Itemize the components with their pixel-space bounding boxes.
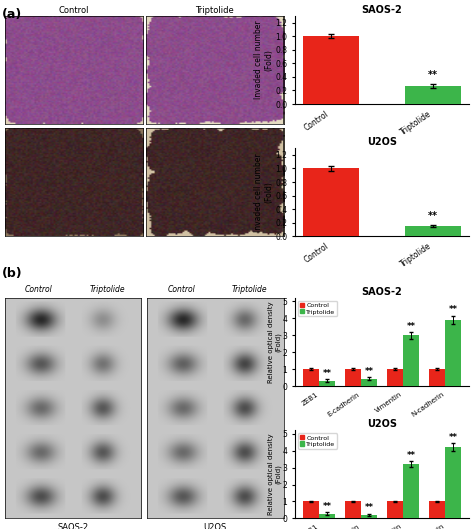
- Text: **: **: [322, 369, 331, 378]
- Text: **: **: [428, 70, 438, 80]
- Bar: [405, 86, 461, 104]
- Title: U2OS: U2OS: [367, 138, 397, 148]
- Bar: [303, 36, 359, 104]
- Text: **: **: [365, 367, 374, 376]
- Bar: [345, 501, 361, 518]
- Y-axis label: Invaded cell number
(Fold): Invaded cell number (Fold): [255, 153, 274, 232]
- Y-axis label: Relative optical density
(Fold): Relative optical density (Fold): [267, 434, 281, 515]
- Bar: [303, 369, 319, 386]
- Bar: [303, 168, 359, 236]
- X-axis label: U2OS: U2OS: [204, 523, 227, 529]
- Bar: [403, 464, 419, 518]
- Text: (b): (b): [2, 267, 23, 280]
- Text: **: **: [407, 322, 416, 331]
- Text: **: **: [407, 451, 416, 460]
- Bar: [445, 320, 461, 386]
- Bar: [429, 369, 445, 386]
- Bar: [445, 447, 461, 518]
- Bar: [345, 369, 361, 386]
- Legend: Control, Triptolide: Control, Triptolide: [298, 301, 337, 316]
- Text: (a): (a): [2, 8, 23, 21]
- Text: Triptolide: Triptolide: [232, 285, 267, 294]
- Bar: [387, 369, 403, 386]
- Y-axis label: Invaded cell number
(Fold): Invaded cell number (Fold): [255, 21, 274, 99]
- Bar: [429, 501, 445, 518]
- Text: Triptolide: Triptolide: [90, 285, 125, 294]
- Text: **: **: [449, 433, 458, 442]
- X-axis label: SAOS-2: SAOS-2: [57, 523, 89, 529]
- Title: SAOS-2: SAOS-2: [362, 5, 402, 15]
- Bar: [319, 514, 335, 518]
- Title: Control: Control: [58, 6, 89, 15]
- Text: Control: Control: [167, 285, 195, 294]
- Bar: [403, 335, 419, 386]
- Title: U2OS: U2OS: [367, 419, 397, 430]
- Text: **: **: [449, 305, 458, 314]
- Legend: Control, Triptolide: Control, Triptolide: [298, 433, 337, 449]
- Title: Triptolide: Triptolide: [195, 6, 234, 15]
- Text: **: **: [428, 212, 438, 221]
- Bar: [405, 226, 461, 236]
- Y-axis label: SAOS-2: SAOS-2: [0, 54, 2, 86]
- Text: **: **: [365, 504, 374, 513]
- Bar: [319, 381, 335, 386]
- Title: SAOS-2: SAOS-2: [362, 287, 402, 297]
- Bar: [361, 515, 377, 518]
- Text: **: **: [322, 502, 331, 511]
- Y-axis label: U2OS: U2OS: [0, 171, 2, 194]
- Bar: [387, 501, 403, 518]
- Bar: [303, 501, 319, 518]
- Text: Control: Control: [25, 285, 53, 294]
- Y-axis label: Relative optical density
(Fold): Relative optical density (Fold): [267, 302, 281, 383]
- Bar: [361, 379, 377, 386]
